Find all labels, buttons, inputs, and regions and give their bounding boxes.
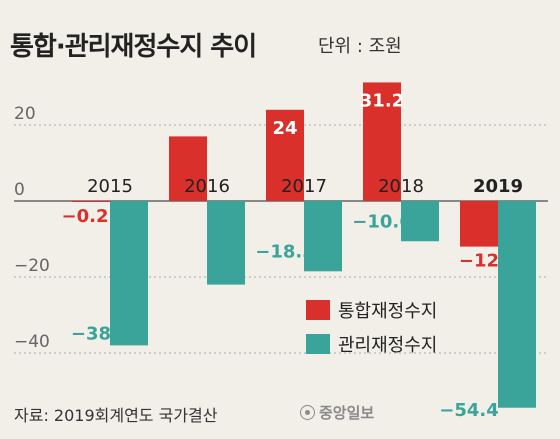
x-tick-label: 2018 [378, 176, 424, 197]
legend-swatch-integrated [306, 300, 330, 320]
data-label-integrated: 24 [272, 118, 297, 139]
logo-icon [300, 405, 315, 420]
data-label-managed: −38 [71, 323, 111, 344]
bar-managed [110, 201, 148, 346]
data-label-integrated: 31.2 [360, 90, 404, 111]
source-note: 자료: 2019회계연도 국가결산 [14, 406, 218, 425]
legend-item-managed: 관리재정수지 [306, 327, 437, 361]
legend-label-integrated: 통합재정수지 [338, 301, 438, 322]
y-tick-label: −20 [14, 256, 50, 276]
unit-label: 단위 : 조원 [318, 36, 402, 57]
bar-managed [401, 201, 439, 242]
x-tick-label: 2019 [473, 176, 523, 197]
data-label-integrated: −12 [459, 251, 499, 272]
y-tick-label: 0 [14, 180, 25, 200]
data-label-managed: −10.6 [352, 211, 412, 232]
data-label-managed: −54.4 [439, 400, 499, 421]
bar-managed [304, 201, 342, 272]
y-tick-label: 20 [14, 104, 36, 124]
bar-integrated [363, 82, 401, 201]
x-tick-label: 2015 [87, 176, 133, 197]
legend-label-managed: 관리재정수지 [338, 335, 438, 356]
legend: 통합재정수지 관리재정수지 [306, 293, 437, 361]
bar-integrated [169, 136, 207, 201]
logo-text: 중앙일보 [319, 404, 375, 422]
publisher-logo: 중앙일보 [300, 402, 374, 423]
legend-item-integrated: 통합재정수지 [306, 293, 437, 327]
x-tick-label: 2017 [281, 176, 327, 197]
data-label-integrated: −0.2 [62, 206, 109, 227]
bar-integrated [72, 201, 110, 202]
x-tick-label: 2016 [184, 176, 230, 197]
bar-integrated [266, 109, 304, 201]
bar-integrated [460, 201, 498, 247]
data-label-managed: −18.5 [255, 241, 315, 262]
legend-swatch-managed [306, 334, 330, 354]
chart-title: 통합·관리재정수지 추이 [10, 32, 257, 62]
y-tick-label: −40 [14, 332, 50, 352]
bar-managed [498, 201, 536, 408]
bar-managed [207, 201, 245, 285]
